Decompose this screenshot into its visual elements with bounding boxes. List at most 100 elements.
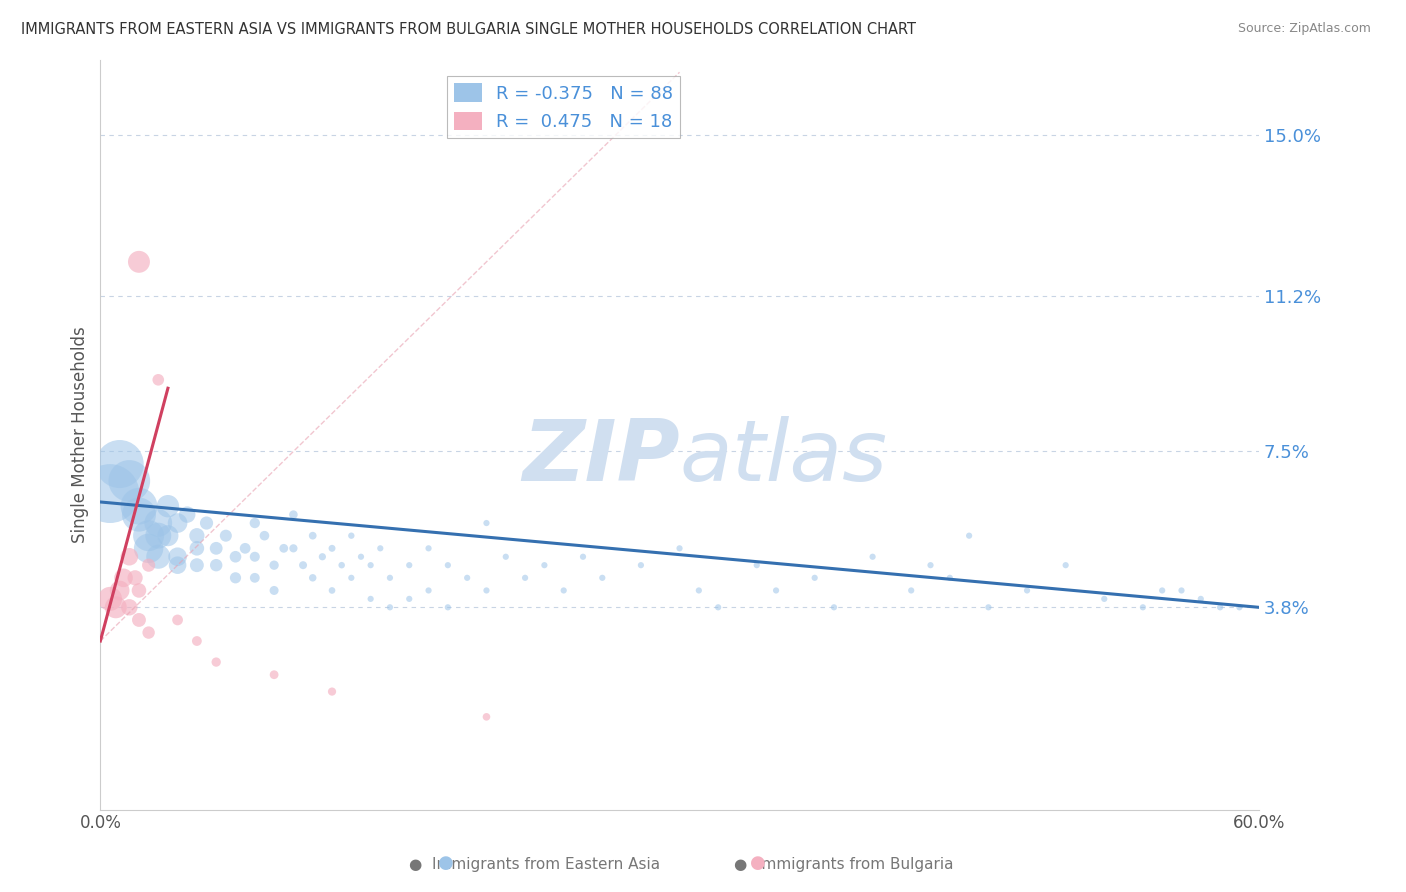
Point [437, 558, 460, 573]
Point [900, 583, 922, 598]
Point [148, 516, 170, 530]
Point [263, 583, 285, 598]
Point [378, 600, 401, 615]
Point [1132, 600, 1154, 615]
Point [1015, 583, 1038, 598]
Point [108, 457, 131, 471]
Point [233, 541, 256, 556]
Point [803, 571, 825, 585]
Point [572, 549, 595, 564]
Point [108, 583, 131, 598]
Point [205, 655, 228, 669]
Point [283, 541, 305, 556]
Point [138, 625, 160, 640]
Point [215, 529, 238, 543]
Point [156, 529, 179, 543]
Point [765, 583, 787, 598]
Point [418, 541, 440, 556]
Point [533, 558, 555, 573]
Point [398, 558, 420, 573]
Point [128, 508, 150, 522]
Point [823, 600, 845, 615]
Point [1092, 591, 1115, 606]
Point [148, 529, 170, 543]
Point [350, 549, 373, 564]
Point [186, 634, 208, 648]
Point [156, 499, 179, 513]
Point [475, 583, 498, 598]
Point [104, 600, 127, 615]
Point [368, 541, 391, 556]
Point [283, 508, 305, 522]
Point [688, 583, 710, 598]
Legend: R = -0.375   N = 88, R =  0.475   N = 18: R = -0.375 N = 88, R = 0.475 N = 18 [447, 76, 681, 138]
Point [263, 667, 285, 681]
Point [668, 541, 690, 556]
Point [224, 549, 246, 564]
Point [166, 549, 188, 564]
Point [186, 558, 208, 573]
Point [630, 558, 652, 573]
Point [243, 549, 266, 564]
Text: atlas: atlas [679, 416, 887, 499]
Point [138, 529, 160, 543]
Point [862, 549, 884, 564]
Point [301, 571, 323, 585]
Point [205, 558, 228, 573]
Text: ●: ● [749, 855, 766, 872]
Point [321, 583, 343, 598]
Point [148, 549, 170, 564]
Text: Source: ZipAtlas.com: Source: ZipAtlas.com [1237, 22, 1371, 36]
Point [330, 558, 353, 573]
Point [920, 558, 942, 573]
Point [128, 613, 150, 627]
Point [138, 558, 160, 573]
Point [253, 529, 276, 543]
Point [195, 516, 218, 530]
Point [475, 516, 498, 530]
Point [224, 571, 246, 585]
Point [273, 541, 295, 556]
Point [1054, 558, 1077, 573]
Point [205, 541, 228, 556]
Point [1152, 583, 1174, 598]
Point [98, 486, 121, 500]
Point [166, 558, 188, 573]
Point [166, 516, 188, 530]
Point [118, 600, 141, 615]
Point [939, 571, 962, 585]
Point [1209, 600, 1232, 615]
Point [378, 571, 401, 585]
Point [118, 474, 141, 488]
Point [301, 529, 323, 543]
Point [311, 549, 333, 564]
Point [263, 558, 285, 573]
Point [321, 541, 343, 556]
Point [553, 583, 575, 598]
Point [1229, 600, 1251, 615]
Point [418, 583, 440, 598]
Point [243, 571, 266, 585]
Point [398, 591, 420, 606]
Point [128, 499, 150, 513]
Point [166, 613, 188, 627]
Point [1170, 583, 1192, 598]
Point [437, 600, 460, 615]
Point [340, 529, 363, 543]
Point [186, 529, 208, 543]
Point [124, 571, 146, 585]
Point [292, 558, 315, 573]
Point [186, 541, 208, 556]
Point [591, 571, 613, 585]
Text: ●: ● [437, 855, 454, 872]
Text: ●  Immigrants from Eastern Asia: ● Immigrants from Eastern Asia [409, 857, 659, 872]
Text: ●  Immigrants from Bulgaria: ● Immigrants from Bulgaria [734, 857, 953, 872]
Point [148, 373, 170, 387]
Point [321, 684, 343, 698]
Point [340, 571, 363, 585]
Text: ZIP: ZIP [522, 416, 679, 499]
Point [118, 549, 141, 564]
Point [456, 571, 478, 585]
Point [176, 508, 198, 522]
Point [360, 558, 382, 573]
